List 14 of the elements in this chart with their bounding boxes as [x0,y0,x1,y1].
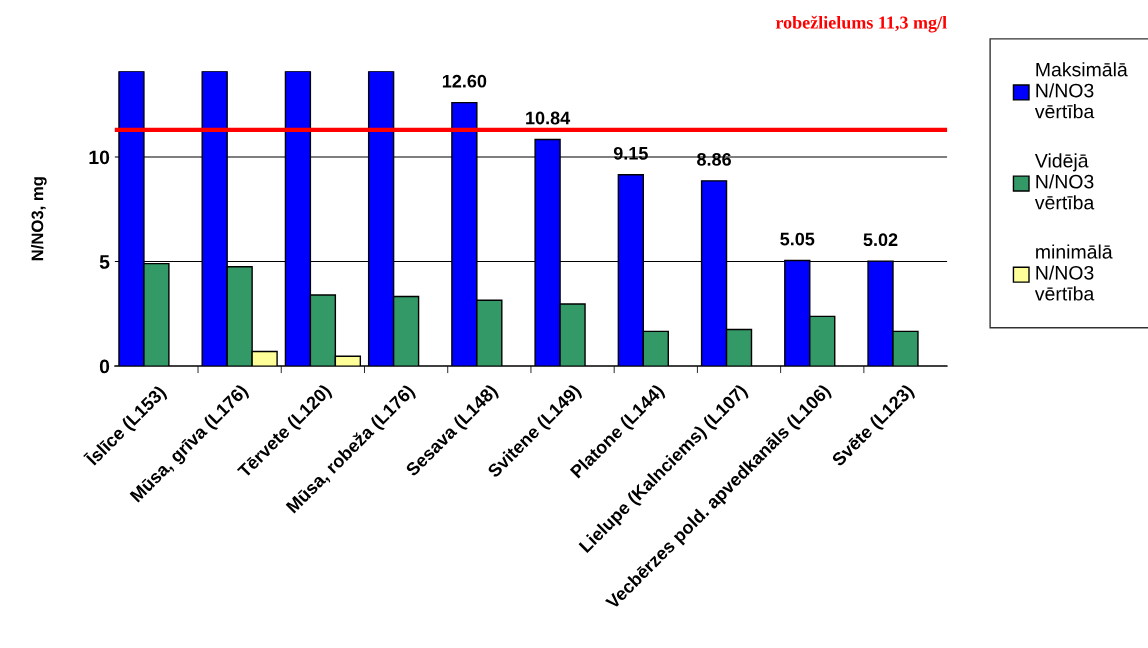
data-label: 10.84 [526,111,571,125]
legend-label: Vidējā N/NO3 vērtība [1034,153,1095,210]
legend-label: minimālā N/NO3 vērtība [1034,244,1113,301]
data-label: 5.02 [863,233,898,247]
legend-label: Maksimālā N/NO3 vērtība [1034,62,1128,119]
y-tick-label: 10 [89,150,110,165]
data-label: 8.86 [697,153,731,166]
data-label: 9.15 [613,146,648,160]
data-label: 5.05 [780,232,815,246]
ref-line-label: robežlielums 11,3 mg/l [775,15,947,33]
data-label: 12.60 [442,74,487,88]
y-tick-label: 5 [99,255,110,269]
y-axis-title: N/NO3, mg [31,177,47,261]
y-tick-label: 0 [99,359,110,374]
